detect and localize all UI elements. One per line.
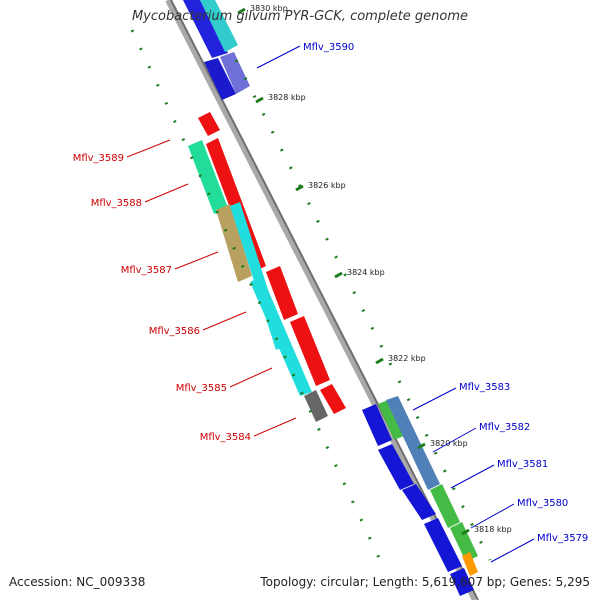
tick-mark [255, 96, 264, 104]
reverse-strand-blocks [188, 112, 346, 422]
topology-summary-text: Topology: circular; Length: 5,619,607 bp… [260, 575, 590, 589]
gene-block [304, 390, 328, 422]
gene-label-leader [126, 139, 171, 158]
tick-label: 3830 kbp [250, 4, 288, 13]
tick-label: 3822 kbp [388, 354, 426, 363]
gene-label-mflv_3580[interactable]: Mflv_3580 [517, 498, 568, 509]
gene-block [216, 204, 252, 282]
gene-block [320, 384, 346, 414]
tick-mark [237, 7, 246, 15]
gene-block [450, 568, 474, 596]
gene-block [188, 140, 228, 214]
gene-block [386, 396, 440, 490]
forward-strand-blocks [183, 0, 478, 596]
tick-label: 3818 kbp [474, 525, 512, 534]
gene-label-leader [229, 367, 273, 388]
gene-label-leader [450, 464, 495, 489]
gene-label-mflv_3585[interactable]: Mflv_3585 [176, 383, 227, 394]
gene-block [266, 266, 298, 320]
gene-label-mflv_3583[interactable]: Mflv_3583 [459, 382, 510, 393]
tick-label: 3826 kbp [308, 181, 346, 190]
gene-block [402, 484, 436, 520]
strand-guide [234, 59, 492, 561]
gene-block [378, 400, 404, 440]
gene-label-layer: Mflv_3590 Mflv_3589 Mflv_3588 Mflv_3587 Mflv… [73, 42, 588, 563]
tick-label: 3824 kbp [347, 268, 385, 277]
gene-block [378, 444, 414, 490]
gene-block [290, 316, 330, 386]
gene-block [204, 58, 236, 100]
tick-mark [375, 357, 384, 365]
gene-label-mflv_3584[interactable]: Mflv_3584 [200, 432, 251, 443]
map-title: Mycobacterium gilvum PYR-GCK, complete g… [131, 9, 469, 24]
tick-mark [417, 442, 426, 450]
genome-backbone-shadow [170, 0, 479, 600]
gene-label-leader [256, 45, 301, 69]
gene-label-leader [412, 387, 457, 411]
gene-block [220, 52, 250, 94]
gene-label-leader [174, 251, 219, 270]
gene-block [200, 0, 238, 52]
tick-mark [295, 184, 304, 192]
gene-label-mflv_3590[interactable]: Mflv_3590 [303, 42, 354, 53]
gene-label-leader [144, 183, 189, 203]
gene-label-mflv_3587[interactable]: Mflv_3587 [121, 265, 172, 276]
gene-block [183, 0, 228, 58]
gene-label-leader [253, 417, 297, 437]
gene-block [198, 112, 220, 136]
gene-label-mflv_3579[interactable]: Mflv_3579 [537, 533, 588, 544]
gene-block [430, 484, 460, 528]
tick-mark [334, 271, 343, 279]
gene-block [450, 522, 478, 562]
gene-label-mflv_3586[interactable]: Mflv_3586 [149, 326, 200, 337]
accession-text: Accession: NC_009338 [9, 575, 146, 589]
gene-label-leader [490, 538, 535, 563]
gene-label-mflv_3589[interactable]: Mflv_3589 [73, 153, 124, 164]
gene-label-leader [202, 311, 247, 331]
gene-block [424, 518, 462, 572]
tick-label: 3828 kbp [268, 93, 306, 102]
gene-block [462, 552, 478, 576]
gene-label-mflv_3581[interactable]: Mflv_3581 [497, 459, 548, 470]
tick-mark [461, 528, 470, 536]
gene-label-leader [470, 503, 515, 529]
gene-block [250, 276, 312, 396]
gene-label-leader [432, 427, 477, 453]
gene-block [362, 404, 392, 446]
gene-label-mflv_3582[interactable]: Mflv_3582 [479, 422, 530, 433]
gene-label-mflv_3588[interactable]: Mflv_3588 [91, 198, 142, 209]
